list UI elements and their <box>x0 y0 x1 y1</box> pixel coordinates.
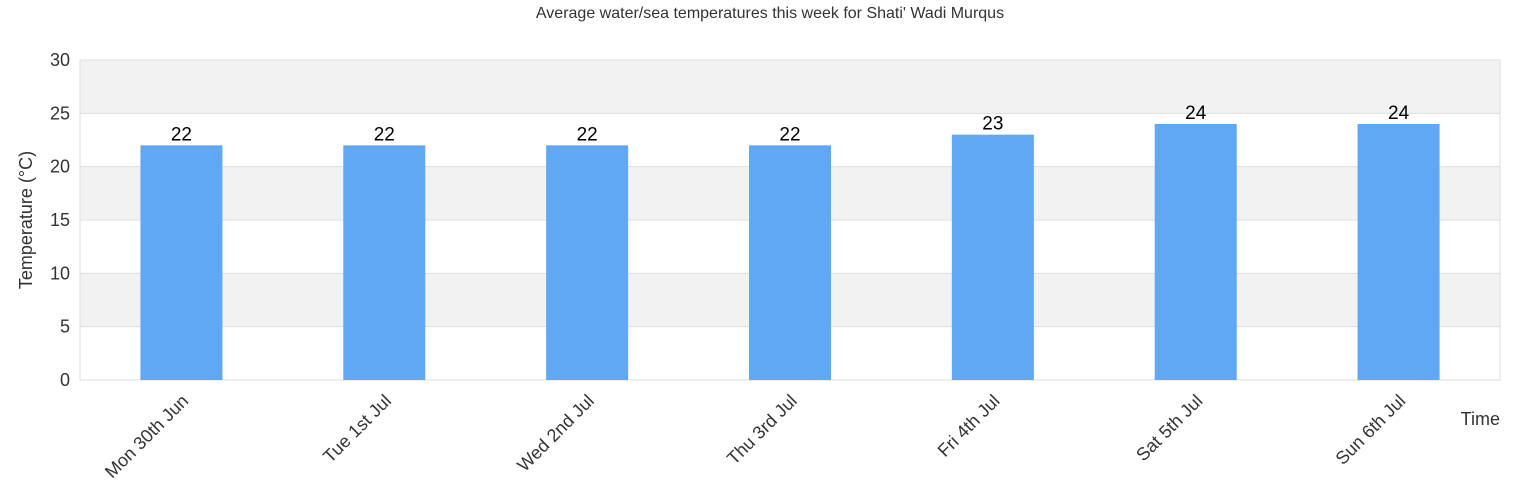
bar <box>1154 124 1237 380</box>
chart-title: Average water/sea temperatures this week… <box>536 5 1004 22</box>
y-tick-label: 15 <box>50 210 70 230</box>
bar <box>140 145 223 380</box>
x-tick-label: Mon 30th Jun <box>101 391 192 482</box>
bar <box>951 134 1034 380</box>
bar-value-label: 22 <box>171 124 192 145</box>
bar-value-label: 24 <box>1388 103 1410 124</box>
x-axis-title: Time <box>1461 409 1500 429</box>
bar-value-labels: 22 22 22 22 23 24 24 <box>171 103 1410 145</box>
x-tick-label: Tue 1st Jul <box>319 391 395 467</box>
y-tick-label: 10 <box>50 263 70 283</box>
x-tick-label: Fri 4th Jul <box>934 391 1004 461</box>
bar-value-label: 23 <box>982 114 1003 135</box>
y-axis-title: Temperature (°C) <box>16 151 36 289</box>
x-axis-ticks: Mon 30th Jun Tue 1st Jul Wed 2nd Jul Thu 3r… <box>101 391 1409 482</box>
x-tick-label: Sat 5th Jul <box>1132 391 1206 465</box>
y-axis-ticks: 0 5 10 15 20 25 30 <box>50 50 70 390</box>
bar-value-label: 24 <box>1185 103 1207 124</box>
bar-value-label: 22 <box>577 124 598 145</box>
y-tick-label: 30 <box>50 50 70 70</box>
x-tick-label: Sun 6th Jul <box>1332 391 1410 469</box>
x-tick-label: Thu 3rd Jul <box>723 391 801 469</box>
bar <box>343 145 426 380</box>
y-tick-label: 0 <box>60 370 70 390</box>
bar-value-label: 22 <box>779 124 800 145</box>
bars <box>140 124 1440 380</box>
x-tick-label: Wed 2nd Jul <box>513 391 598 476</box>
y-tick-label: 20 <box>50 157 70 177</box>
bar <box>546 145 629 380</box>
y-tick-label: 5 <box>60 317 70 337</box>
bar <box>749 145 831 380</box>
plot-band <box>80 60 1500 114</box>
y-tick-label: 25 <box>50 103 70 123</box>
bar-value-label: 22 <box>374 124 395 145</box>
bar <box>1357 124 1440 380</box>
